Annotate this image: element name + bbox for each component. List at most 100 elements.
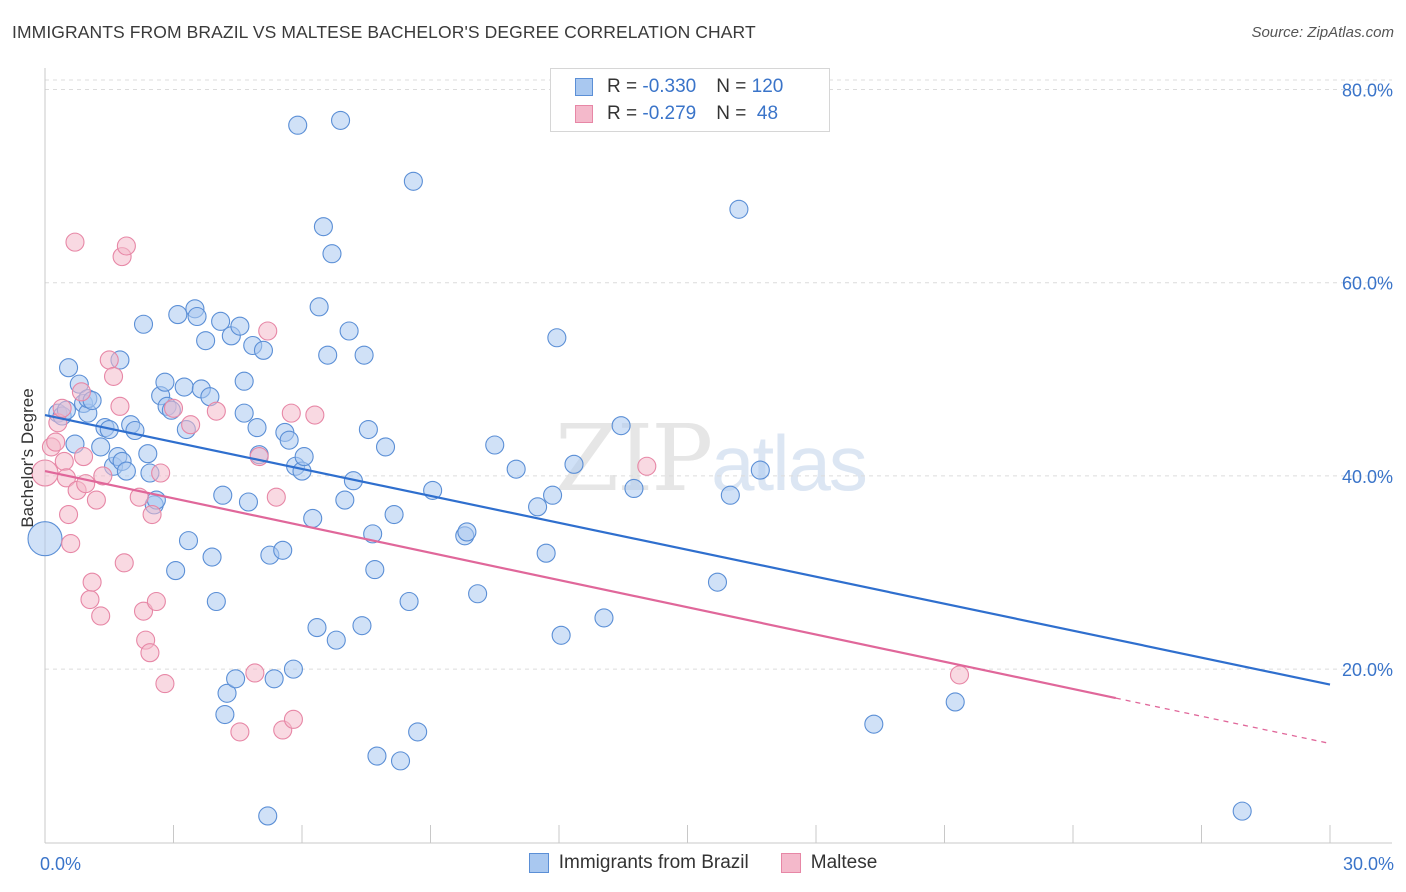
data-point bbox=[82, 572, 102, 592]
data-point bbox=[202, 547, 222, 567]
data-point bbox=[288, 115, 308, 135]
data-point bbox=[71, 382, 91, 402]
data-point bbox=[155, 674, 175, 694]
data-point bbox=[390, 751, 411, 771]
data-points bbox=[27, 110, 1252, 826]
legend-r-value: -0.330 bbox=[642, 76, 697, 97]
legend-n-value: 120 bbox=[751, 76, 784, 97]
data-point bbox=[354, 345, 374, 365]
data-point bbox=[230, 316, 250, 336]
data-point bbox=[249, 447, 269, 467]
x-tick-label: 30.0% bbox=[1343, 854, 1394, 874]
data-point bbox=[303, 508, 323, 528]
data-point bbox=[307, 618, 327, 638]
data-point bbox=[238, 492, 259, 512]
data-point bbox=[217, 683, 237, 703]
data-point bbox=[365, 560, 385, 580]
trend-line-maltese bbox=[44, 469, 1117, 700]
data-point bbox=[234, 371, 254, 391]
data-point bbox=[253, 340, 274, 360]
data-point bbox=[155, 372, 175, 392]
data-point bbox=[949, 665, 970, 685]
data-point bbox=[358, 419, 378, 440]
data-point bbox=[294, 447, 314, 467]
data-point bbox=[234, 403, 254, 423]
data-point bbox=[151, 463, 171, 483]
data-point bbox=[335, 490, 355, 510]
legend-r-label: R = bbox=[607, 76, 643, 97]
data-point bbox=[103, 366, 124, 386]
data-point bbox=[536, 543, 556, 563]
data-point bbox=[273, 540, 293, 560]
data-point bbox=[91, 606, 111, 626]
data-point bbox=[729, 199, 749, 219]
data-point bbox=[116, 236, 136, 256]
data-point bbox=[594, 608, 614, 628]
data-point bbox=[375, 437, 396, 457]
trend-line-maltese-extension bbox=[1115, 697, 1331, 745]
legend-swatch-blue bbox=[528, 853, 549, 873]
y-tick-label: 40.0% bbox=[1342, 467, 1393, 487]
data-point bbox=[215, 704, 235, 725]
data-point bbox=[140, 643, 160, 663]
legend-item-maltese[interactable]: Maltese bbox=[780, 852, 877, 874]
data-point bbox=[283, 659, 303, 679]
data-point bbox=[547, 328, 567, 348]
axis-labels: 20.0% 40.0% 60.0% 80.0% 0.0% 30.0% Bachelor's … bbox=[18, 80, 1394, 874]
trend-lines bbox=[44, 413, 1331, 745]
data-point bbox=[138, 444, 158, 464]
data-point bbox=[707, 572, 728, 592]
data-point bbox=[528, 497, 548, 517]
data-point bbox=[163, 398, 184, 418]
legend-n-label: N = bbox=[716, 103, 752, 124]
data-point bbox=[1232, 801, 1252, 821]
data-point bbox=[468, 584, 488, 604]
correlation-legend: R = -0.330 N = 120 R = -0.279 N = 48 bbox=[550, 68, 830, 132]
data-point bbox=[142, 504, 162, 525]
data-point bbox=[247, 418, 267, 438]
data-point bbox=[313, 217, 333, 237]
data-point bbox=[54, 451, 74, 471]
data-point bbox=[125, 420, 145, 441]
data-point bbox=[408, 722, 428, 742]
legend-r-value: -0.279 bbox=[642, 103, 697, 124]
data-point bbox=[305, 405, 325, 425]
data-point bbox=[403, 171, 423, 191]
data-point bbox=[168, 305, 188, 325]
data-point bbox=[110, 396, 130, 416]
legend-row-brazil: R = -0.330 N = 120 bbox=[575, 74, 783, 100]
y-tick-label: 80.0% bbox=[1342, 80, 1393, 100]
data-point bbox=[80, 590, 100, 610]
data-point bbox=[266, 487, 286, 507]
legend-swatch-pink bbox=[575, 105, 593, 123]
source-label: Source: ZipAtlas.com bbox=[1251, 24, 1394, 41]
y-tick-label: 60.0% bbox=[1342, 274, 1393, 294]
data-point bbox=[27, 521, 63, 557]
data-point bbox=[611, 416, 631, 436]
series-legend: Immigrants from Brazil Maltese bbox=[0, 852, 1406, 874]
data-point bbox=[281, 403, 301, 423]
data-point bbox=[624, 478, 644, 499]
data-point bbox=[279, 430, 299, 450]
data-point bbox=[93, 466, 113, 486]
legend-item-brazil[interactable]: Immigrants from Brazil bbox=[528, 852, 749, 874]
data-point bbox=[339, 321, 359, 341]
data-point bbox=[283, 709, 303, 729]
data-point bbox=[86, 490, 106, 510]
data-point bbox=[181, 415, 201, 435]
data-point bbox=[245, 663, 265, 683]
legend-n-label: N = bbox=[716, 76, 752, 97]
data-point bbox=[91, 437, 111, 457]
data-point bbox=[61, 533, 81, 554]
data-point bbox=[506, 459, 526, 479]
y-tick-label: 20.0% bbox=[1342, 660, 1393, 680]
data-point bbox=[363, 524, 383, 544]
data-point bbox=[52, 398, 72, 418]
data-point bbox=[326, 630, 346, 650]
data-point bbox=[74, 447, 94, 467]
data-point bbox=[114, 553, 134, 573]
data-point bbox=[352, 616, 372, 636]
data-point bbox=[133, 314, 154, 334]
legend-r-label: R = bbox=[607, 103, 643, 124]
data-point bbox=[318, 345, 338, 365]
